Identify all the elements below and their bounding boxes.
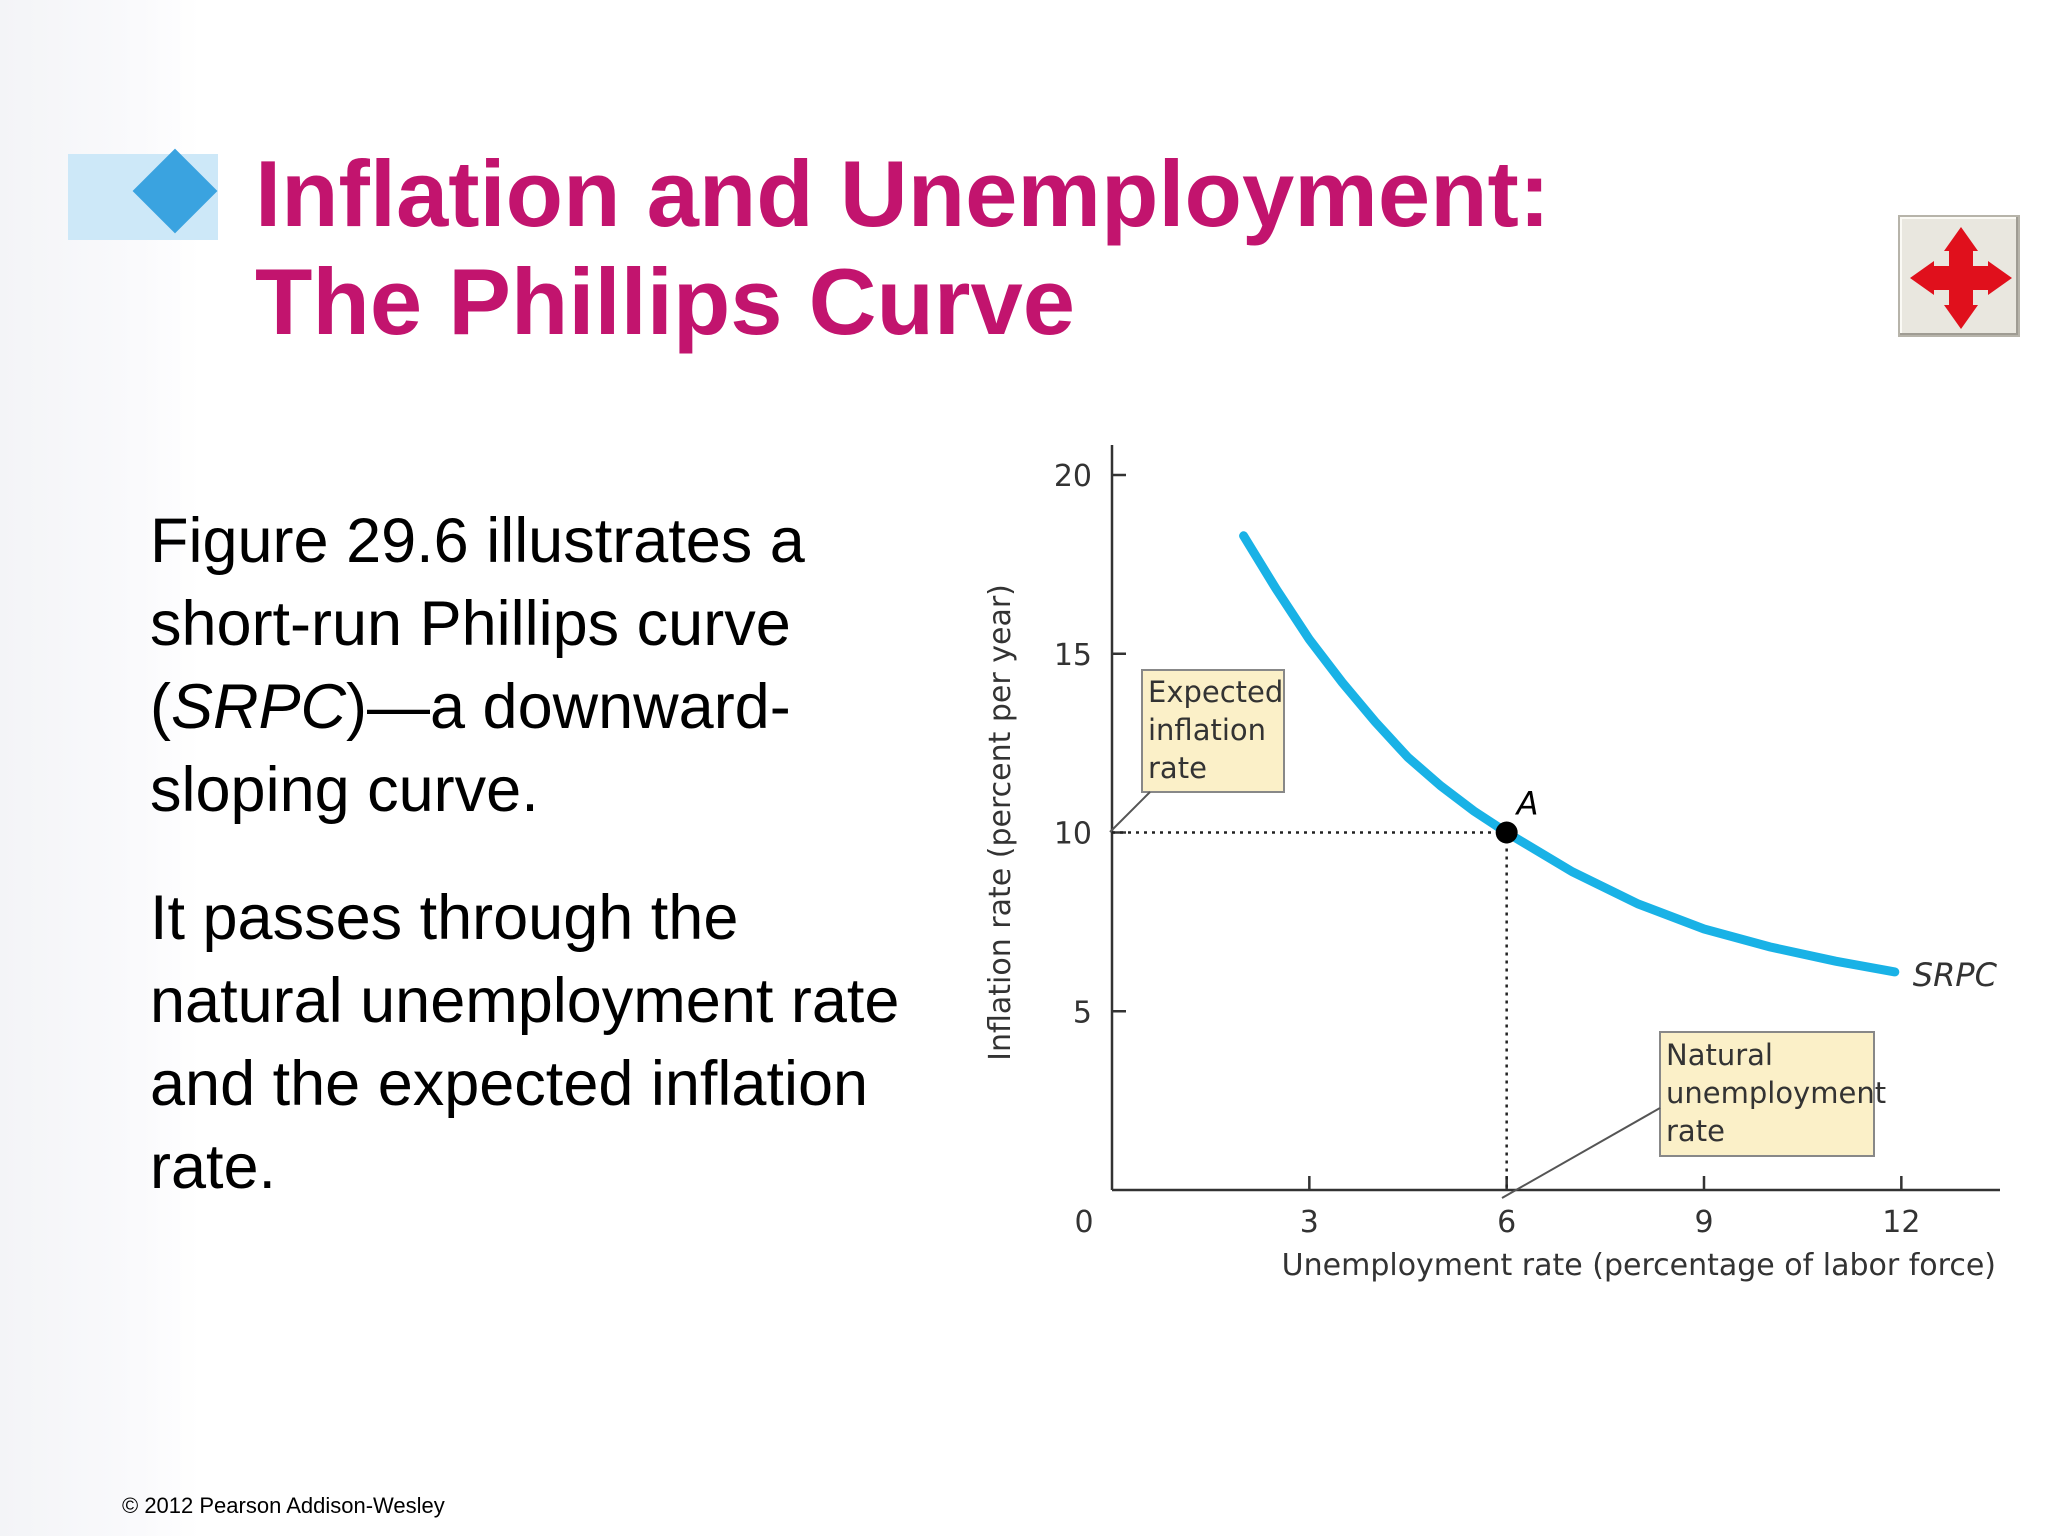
p1-line-4: sloping curve.: [150, 755, 539, 825]
natural-line-2: unemployment: [1666, 1076, 1886, 1110]
expected-line-3: rate: [1148, 751, 1207, 785]
natural-leader-line: [1501, 1107, 1661, 1199]
y-tick-label: 5: [1073, 995, 1092, 1030]
y-tick-label: 10: [1054, 817, 1092, 852]
srpc-curve: [1239, 531, 1900, 977]
expected-line-1: Expected: [1148, 675, 1283, 709]
paragraph-2: It passes through the natural unemployme…: [150, 877, 980, 1209]
title-line-1: Inflation and Unemployment:: [255, 141, 1551, 246]
body-text: Figure 29.6 illustrates a short-run Phil…: [150, 500, 980, 1254]
x-axis-label: Unemployment rate (percentage of labor f…: [1282, 1248, 1996, 1283]
p2-line-2: natural unemployment rate: [150, 966, 900, 1036]
p2-line-3: and the expected inflation: [150, 1049, 869, 1119]
p1-line-2: short-run Phillips curve: [150, 589, 791, 659]
expected-inflation-callout: Expected inflation rate: [1109, 669, 1285, 833]
expected-leader-line: [1109, 791, 1151, 833]
p1-srpc-italic: SRPC: [170, 672, 347, 742]
srpc-series-label: SRPC: [1913, 956, 1998, 994]
x-tick-label: 9: [1694, 1205, 1713, 1240]
y-axis-label: Inflation rate (percent per year): [983, 584, 1018, 1061]
x-tick-label: 3: [1300, 1205, 1319, 1240]
natural-unemployment-callout: Natural unemployment rate: [1501, 1031, 1886, 1199]
left-shade-band: [0, 0, 200, 1536]
paragraph-1: Figure 29.6 illustrates a short-run Phil…: [150, 500, 980, 832]
y-tick-label: 20: [1054, 459, 1092, 494]
expected-line-2: inflation: [1148, 713, 1266, 747]
point-a-label: A: [1515, 785, 1539, 823]
x-tick-label: 12: [1882, 1205, 1920, 1240]
point-a-dot: [1495, 821, 1518, 844]
x-tick-label: 6: [1497, 1205, 1516, 1240]
copyright-text: © 2012 Pearson Addison-Wesley: [122, 1493, 445, 1518]
move-arrows-icon: [1910, 227, 2012, 329]
p1-paren-open: (: [150, 672, 171, 742]
p2-line-1: It passes through the: [150, 883, 739, 953]
p1-line-1: Figure 29.6 illustrates a: [150, 506, 805, 576]
origin-label: 0: [1074, 1205, 1093, 1240]
y-tick-label: 15: [1054, 638, 1092, 673]
natural-line-1: Natural: [1666, 1038, 1773, 1072]
phillips-curve-chart: 3 6 9 12 5 10 15 20 A SRPC Expected inflation r…: [983, 445, 2000, 1283]
slide-title: Inflation and Unemployment: The Phillips…: [255, 140, 1855, 356]
p1-line-3-rest: )—a downward-: [346, 672, 791, 742]
p2-line-4: rate.: [150, 1132, 277, 1202]
natural-line-3: rate: [1666, 1114, 1725, 1148]
move-button[interactable]: [1898, 215, 2020, 337]
title-line-2: The Phillips Curve: [255, 249, 1076, 354]
